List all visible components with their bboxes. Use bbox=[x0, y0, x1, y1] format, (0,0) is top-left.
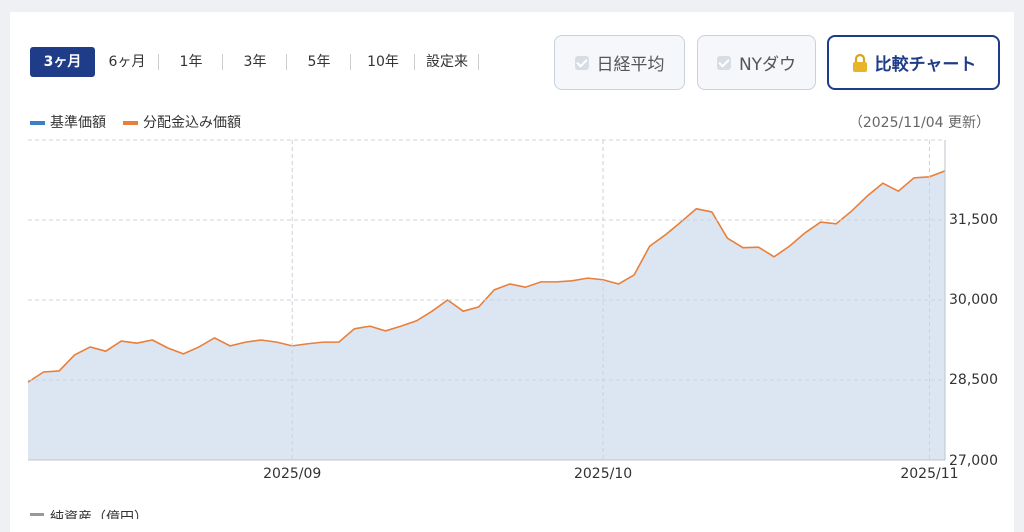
period-tab[interactable]: 3年 bbox=[223, 47, 287, 77]
period-tab[interactable]: 5年 bbox=[287, 47, 351, 77]
chart: （2025/11/04 更新） 純資産（億円） 基準価額 分配金込み価額 27,00… bbox=[27, 114, 998, 519]
x-tick-label: 2025/09 bbox=[263, 466, 321, 482]
line bbox=[27, 170, 946, 383]
period-tab[interactable]: 6ヶ月 bbox=[95, 47, 159, 77]
y-tick-label: 31,500 bbox=[949, 212, 998, 228]
legend-swatch bbox=[30, 121, 45, 125]
footer-legend: 純資産（億円） bbox=[50, 510, 148, 519]
button-label: 比較チャート bbox=[874, 55, 977, 75]
update-date: （2025/11/04 更新） bbox=[849, 115, 990, 131]
x-tick-label: 2025/11 bbox=[900, 466, 958, 482]
compare-chart-button[interactable]: 比較チャート bbox=[827, 35, 1000, 90]
period-tab[interactable]: 1年 bbox=[159, 47, 223, 77]
compare-toggle[interactable]: 日経平均 bbox=[554, 35, 685, 90]
y-tick-label: 30,000 bbox=[949, 292, 998, 308]
legend-swatch bbox=[123, 121, 138, 125]
compare-label: 日経平均 bbox=[596, 55, 665, 75]
period-tab[interactable]: 3ヶ月 bbox=[30, 47, 95, 77]
y-tick-label: 28,500 bbox=[949, 372, 998, 388]
compare-toggle[interactable]: NYダウ bbox=[697, 35, 816, 90]
checkbox[interactable] bbox=[716, 55, 731, 70]
legend-label: 基準価額 bbox=[50, 114, 106, 131]
period-tab[interactable]: 10年 bbox=[351, 47, 415, 77]
y-tick-label: 27,000 bbox=[949, 453, 998, 469]
x-tick-label: 2025/10 bbox=[574, 466, 632, 482]
legend-swatch bbox=[30, 513, 44, 516]
period-tab[interactable]: 設定来 bbox=[415, 47, 479, 77]
lock-icon bbox=[852, 53, 867, 72]
legend-label: 分配金込み価額 bbox=[143, 115, 241, 131]
area bbox=[28, 170, 945, 460]
period-tabs: 3ヶ月 6ヶ月 1年 3年 5年 10年 設定来 bbox=[30, 47, 479, 77]
page: 3ヶ月 6ヶ月 1年 3年 5年 10年 設定来 日経平均 NYダウ 比較チャート （202… bbox=[0, 0, 1024, 519]
checkbox[interactable] bbox=[574, 55, 589, 70]
compare-label: NYダウ bbox=[738, 55, 797, 75]
